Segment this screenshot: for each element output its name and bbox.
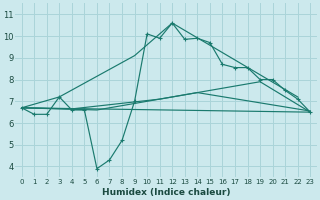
X-axis label: Humidex (Indice chaleur): Humidex (Indice chaleur) bbox=[102, 188, 230, 197]
